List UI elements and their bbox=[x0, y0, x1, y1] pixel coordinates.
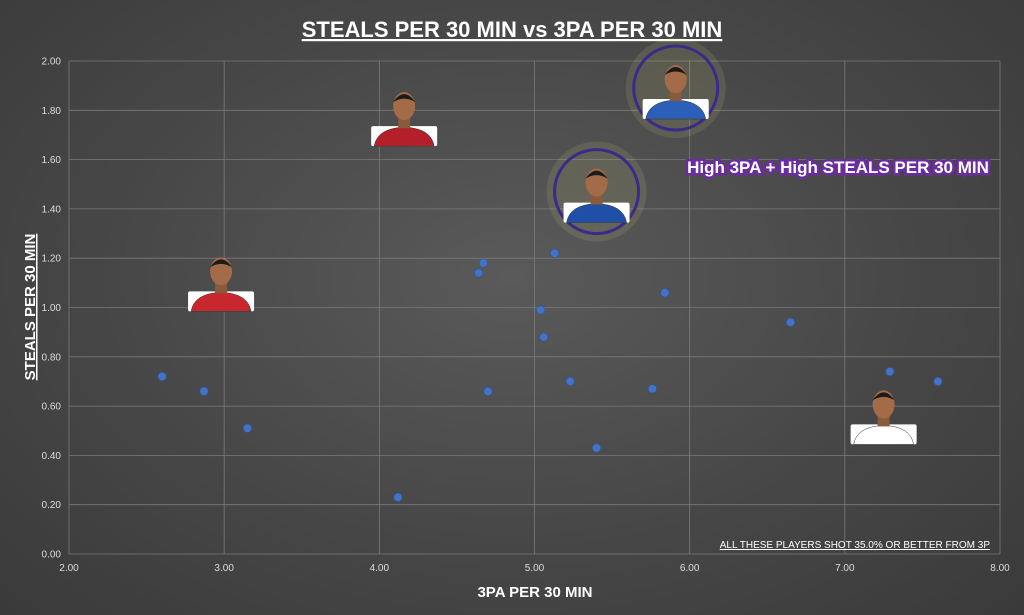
grid-lines bbox=[68, 60, 1001, 555]
data-point bbox=[483, 386, 493, 396]
hair-shape bbox=[585, 170, 608, 179]
data-point bbox=[242, 423, 252, 433]
y-tick-label: 1.80 bbox=[42, 106, 62, 117]
y-tick-label: 0.20 bbox=[42, 500, 62, 511]
hair-shape bbox=[872, 392, 895, 401]
y-tick-label: 0.00 bbox=[42, 550, 62, 561]
data-point bbox=[786, 317, 796, 327]
data-point bbox=[933, 376, 943, 386]
player-photos bbox=[188, 38, 917, 445]
player-photo bbox=[546, 141, 647, 242]
hair-shape bbox=[664, 67, 687, 76]
hair-shape bbox=[393, 94, 416, 103]
x-tick-label: 3.00 bbox=[214, 563, 234, 574]
y-tick-label: 1.00 bbox=[42, 303, 62, 314]
y-axis-label: STEALS PER 30 MIN bbox=[22, 234, 39, 381]
data-point bbox=[539, 332, 549, 342]
player-photo bbox=[188, 257, 255, 312]
x-axis-label: 3PA PER 30 MIN bbox=[477, 584, 592, 601]
data-point bbox=[885, 367, 895, 377]
data-point bbox=[478, 258, 488, 268]
highlight-ring bbox=[553, 148, 641, 236]
data-point bbox=[565, 376, 575, 386]
y-tick-label: 0.60 bbox=[42, 402, 62, 413]
callout-annotation: High 3PA + High STEALS PER 30 MIN bbox=[687, 158, 989, 177]
data-point bbox=[393, 492, 403, 502]
data-point bbox=[647, 384, 657, 394]
data-point bbox=[199, 386, 209, 396]
footnote-annotation: ALL THESE PLAYERS SHOT 35.0% OR BETTER F… bbox=[720, 540, 991, 551]
player-photo bbox=[850, 390, 917, 445]
y-tick-label: 1.60 bbox=[42, 155, 62, 166]
data-point bbox=[550, 248, 560, 258]
player-photo bbox=[371, 92, 438, 147]
x-tick-labels: 2.00 3.00 4.00 5.00 6.00 7.00 8.00 bbox=[59, 563, 1010, 574]
x-tick-label: 8.00 bbox=[990, 563, 1010, 574]
y-tick-label: 0.80 bbox=[42, 352, 62, 363]
data-point bbox=[592, 443, 602, 453]
data-point bbox=[474, 268, 484, 278]
y-tick-label: 2.00 bbox=[42, 57, 62, 68]
x-tick-label: 7.00 bbox=[835, 563, 855, 574]
data-point bbox=[536, 305, 546, 315]
x-tick-label: 6.00 bbox=[680, 563, 700, 574]
player-photo bbox=[625, 38, 726, 139]
data-points bbox=[157, 248, 943, 502]
highlight-ring bbox=[632, 44, 720, 132]
data-point bbox=[157, 372, 167, 382]
x-tick-label: 5.00 bbox=[525, 563, 545, 574]
data-point bbox=[660, 288, 670, 298]
y-tick-label: 1.20 bbox=[42, 254, 62, 265]
chart-title: STEALS PER 30 MIN vs 3PA PER 30 MIN bbox=[302, 17, 723, 42]
hair-shape bbox=[210, 259, 233, 268]
y-tick-label: 0.40 bbox=[42, 451, 62, 462]
y-tick-labels: 0.00 0.20 0.40 0.60 0.80 1.00 1.20 1.40 1.60 1.80… bbox=[42, 57, 62, 561]
x-tick-label: 2.00 bbox=[59, 563, 79, 574]
x-tick-label: 4.00 bbox=[370, 563, 390, 574]
y-tick-label: 1.40 bbox=[42, 204, 62, 215]
